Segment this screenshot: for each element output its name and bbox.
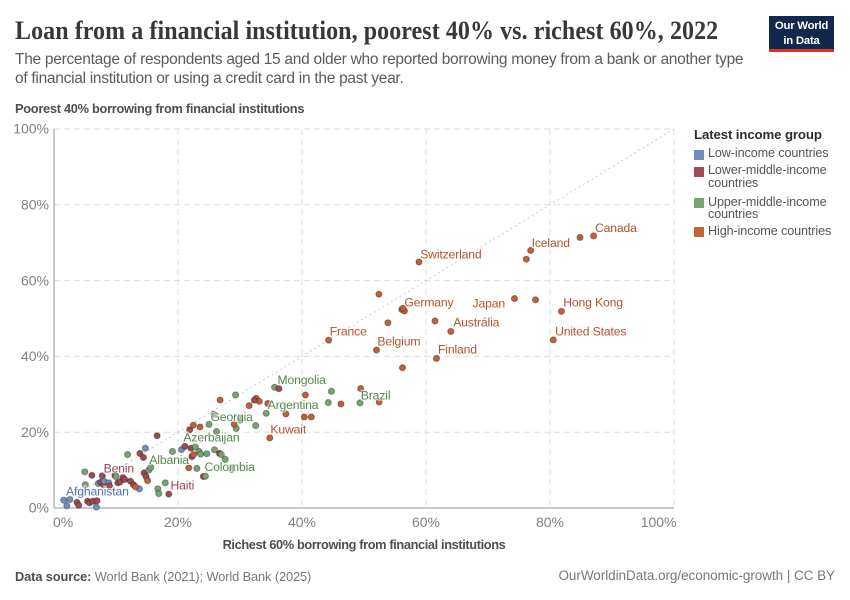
svg-text:Hong Kong: Hong Kong [563, 296, 623, 310]
svg-text:Germany: Germany [404, 295, 454, 309]
svg-text:60%: 60% [21, 272, 49, 288]
svg-text:100%: 100% [13, 121, 49, 137]
svg-text:France: France [330, 325, 367, 339]
svg-text:40%: 40% [288, 514, 316, 530]
svg-text:United States: United States [555, 324, 626, 338]
svg-text:80%: 80% [21, 197, 49, 213]
svg-text:60%: 60% [412, 514, 440, 530]
svg-text:Albania: Albania [149, 453, 189, 467]
svg-text:Argentina: Argentina [268, 398, 319, 412]
svg-text:40%: 40% [21, 348, 49, 364]
svg-text:Benin: Benin [104, 461, 134, 475]
svg-text:Kuwait: Kuwait [270, 423, 306, 437]
svg-text:20%: 20% [164, 514, 192, 530]
svg-text:0%: 0% [29, 500, 49, 516]
svg-text:20%: 20% [21, 424, 49, 440]
svg-text:Mongolia: Mongolia [278, 373, 327, 387]
svg-text:0%: 0% [53, 514, 73, 530]
svg-text:Belgium: Belgium [377, 335, 420, 349]
svg-text:80%: 80% [536, 514, 564, 530]
svg-text:Austrália: Austrália [453, 316, 499, 330]
svg-text:Brazil: Brazil [361, 389, 391, 403]
svg-text:Canada: Canada [595, 221, 637, 235]
svg-text:100%: 100% [641, 514, 677, 530]
svg-text:Haiti: Haiti [171, 478, 195, 492]
svg-text:Richest 60% borrowing from fin: Richest 60% borrowing from financial ins… [223, 537, 506, 552]
svg-text:Finland: Finland [438, 343, 477, 357]
svg-text:Iceland: Iceland [532, 236, 570, 250]
svg-text:Azerbaijan: Azerbaijan [183, 431, 239, 445]
svg-text:Colombia: Colombia [205, 460, 256, 474]
svg-text:Switzerland: Switzerland [420, 247, 481, 261]
svg-text:Afghanistan: Afghanistan [66, 485, 129, 499]
svg-text:Georgia: Georgia [211, 410, 254, 424]
svg-text:Japan: Japan [473, 297, 505, 311]
